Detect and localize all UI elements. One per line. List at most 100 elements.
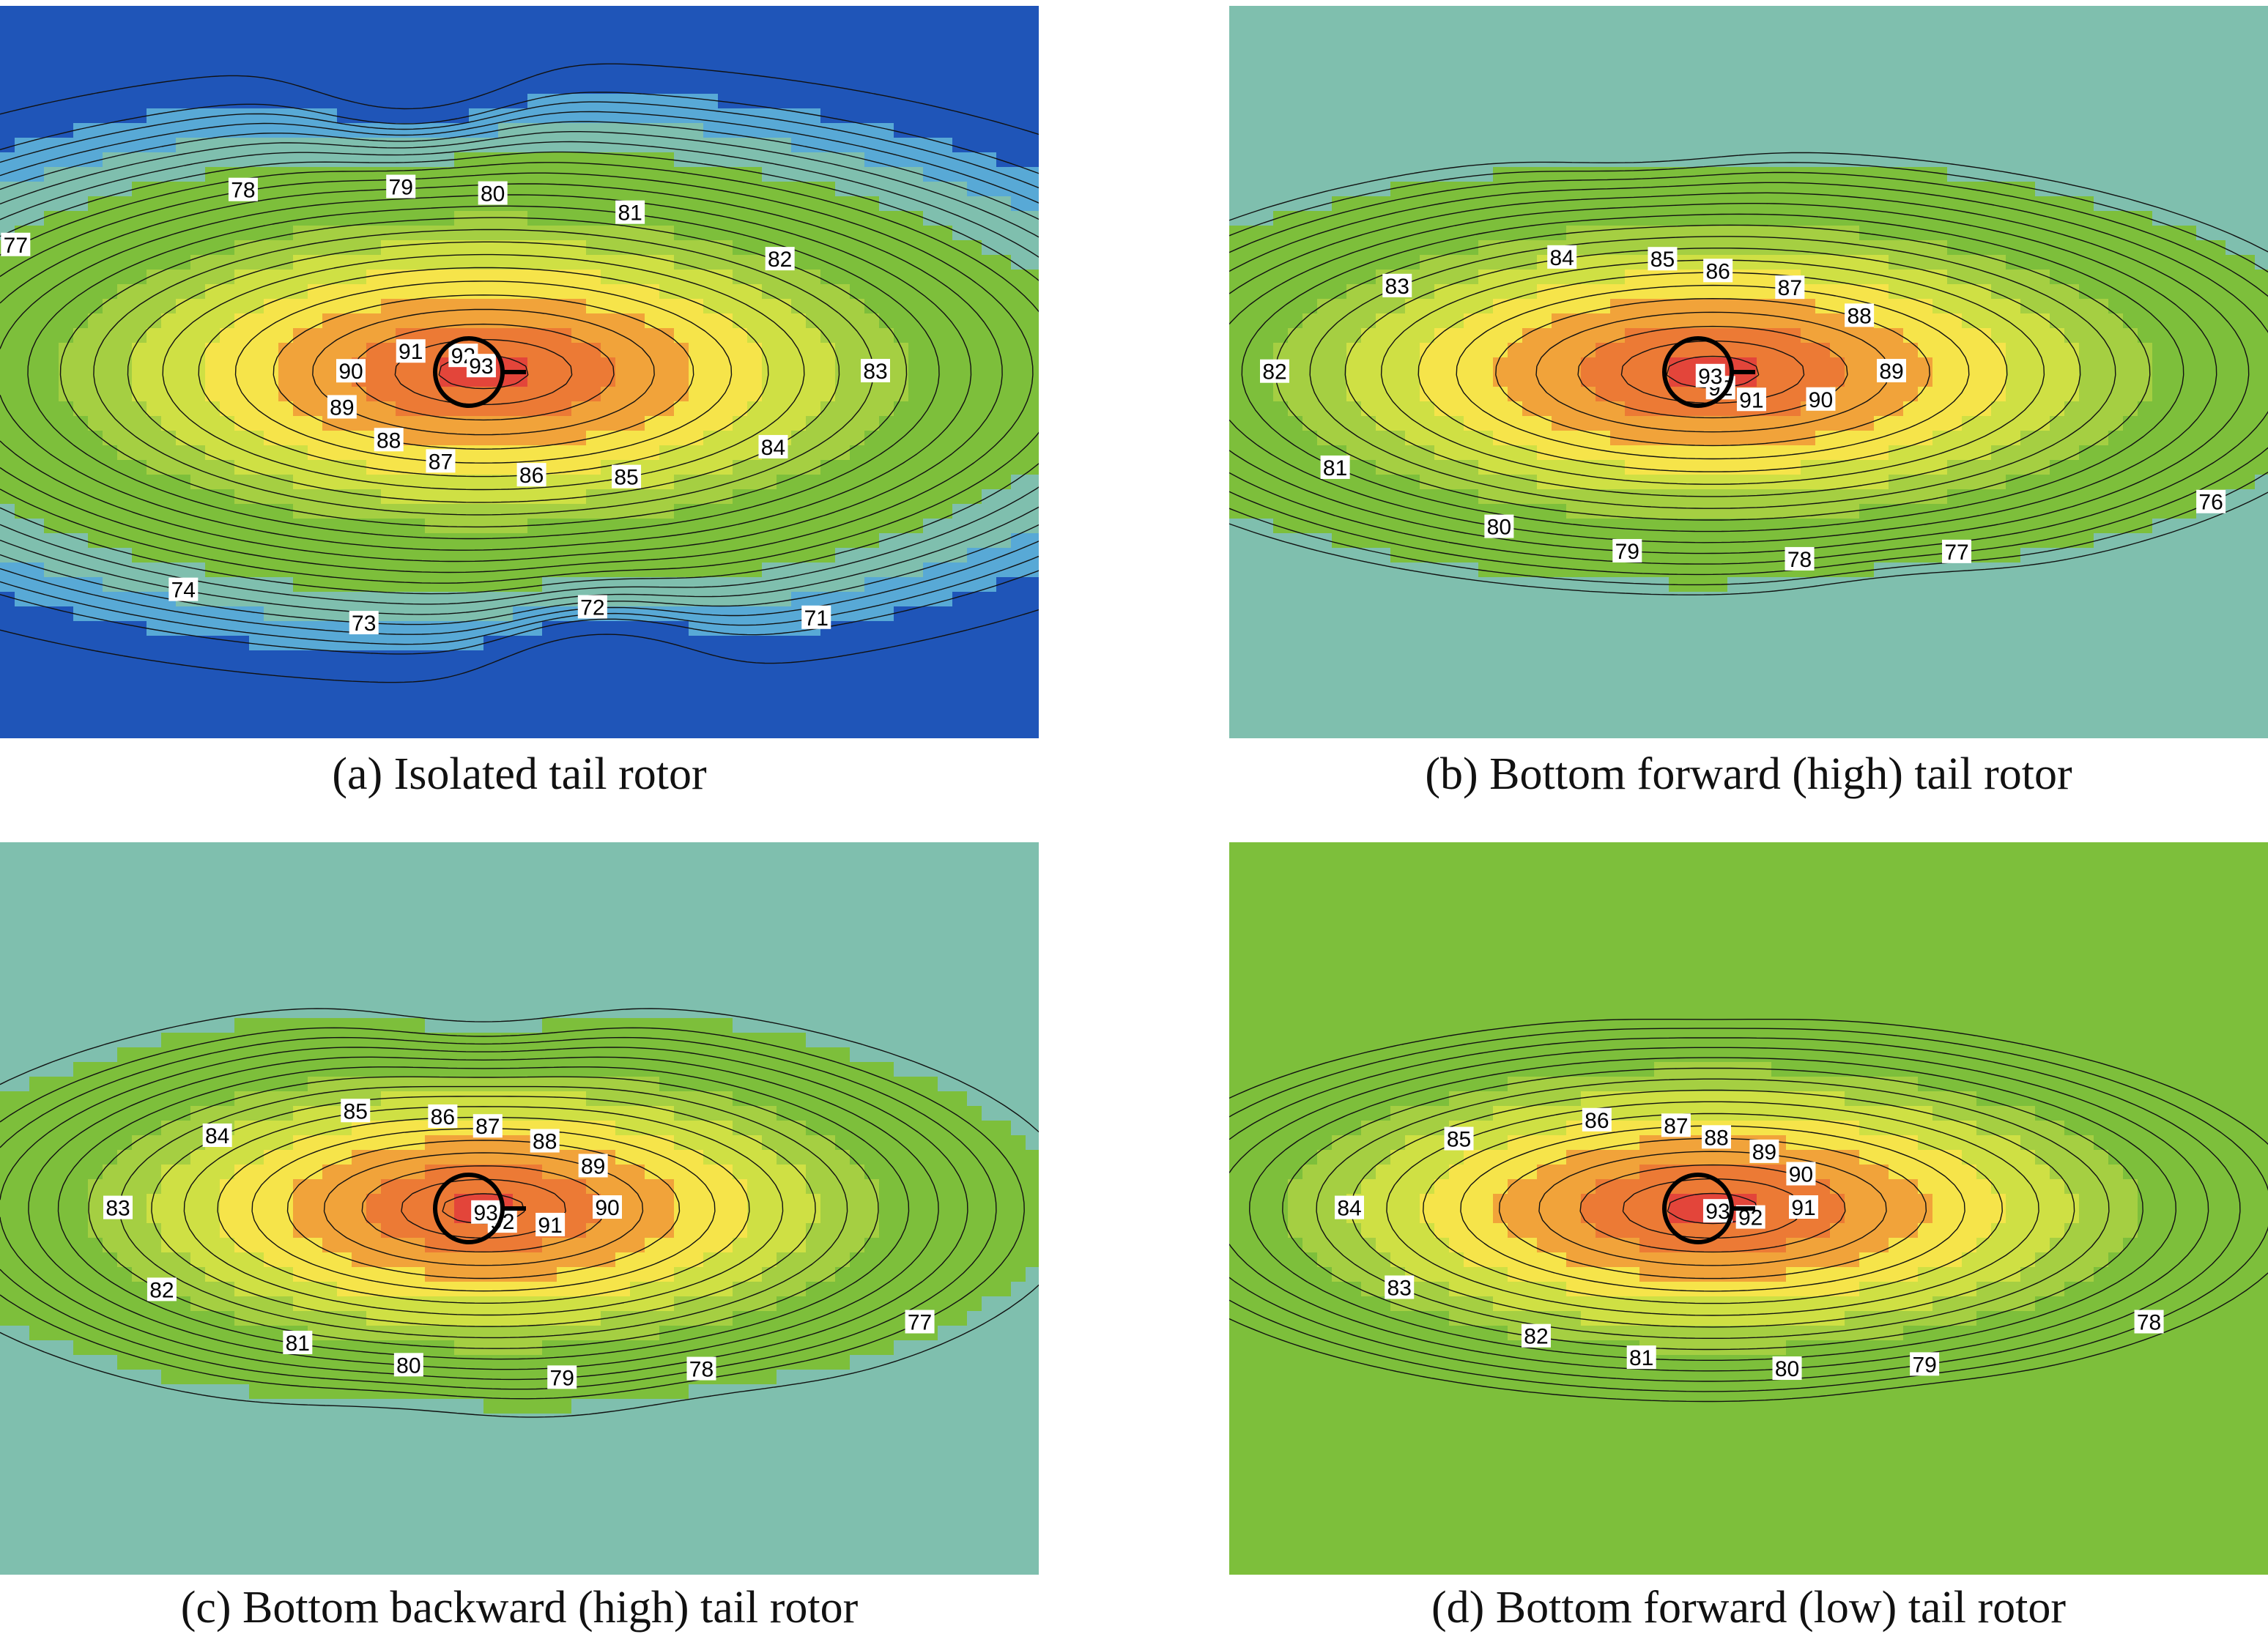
contour-cell [29, 650, 45, 666]
contour-cell [0, 138, 15, 153]
contour-cell [205, 196, 220, 212]
contour-cell [2167, 182, 2182, 197]
contour-cell [132, 519, 147, 534]
contour-cell [542, 108, 557, 124]
contour-line [0, 172, 1034, 573]
contour-cell [498, 548, 514, 563]
contour-cell [1815, 152, 1831, 168]
contour-cell [29, 680, 45, 695]
contour-cell [601, 431, 616, 446]
contour-cell [1288, 138, 1303, 153]
contour-cell [469, 123, 484, 138]
contour-cell [117, 416, 133, 431]
contour-cell [1244, 64, 1259, 80]
contour-cell [747, 401, 763, 417]
contour-cell [2094, 50, 2109, 65]
contour-cell [103, 50, 118, 65]
contour-cell [674, 270, 689, 285]
contour-cell [601, 152, 616, 168]
contour-cell [1991, 255, 2006, 270]
contour-cell [264, 548, 279, 563]
contour-cell [2108, 6, 2124, 21]
contour-cell [571, 519, 587, 534]
contour-cell [923, 709, 938, 724]
contour-cell [132, 680, 147, 695]
contour-cell [1026, 577, 1039, 593]
contour-cell [264, 460, 279, 475]
contour-cell [1757, 167, 1772, 182]
contour-cell [44, 328, 59, 343]
contour-cell [1654, 211, 1670, 226]
contour-cell [220, 401, 235, 417]
contour-cell [1361, 138, 1376, 153]
contour-cell [674, 577, 689, 593]
contour-cell [645, 152, 660, 168]
contour-cell [293, 372, 308, 387]
contour-cell [454, 21, 470, 36]
contour-cell [322, 152, 338, 168]
contour-cell [44, 182, 59, 197]
contour-cell [2138, 21, 2153, 36]
contour-cell [689, 445, 704, 461]
contour-cell [527, 196, 543, 212]
contour-cell [59, 343, 74, 358]
contour-cell [0, 694, 15, 710]
contour-cell [1273, 6, 1289, 21]
contour-cell [1991, 21, 2006, 36]
contour-cell [425, 152, 440, 168]
contour-cell [894, 606, 909, 622]
contour-cell [1976, 94, 1992, 109]
contour-cell [703, 489, 719, 505]
contour-cell [425, 504, 440, 519]
contour-cell [1757, 211, 1772, 226]
contour-cell [410, 431, 426, 446]
contour-cell [15, 270, 30, 285]
contour-cell [1464, 123, 1479, 138]
contour-cell [205, 445, 220, 461]
contour-cell [176, 211, 191, 226]
contour-cell [176, 709, 191, 724]
contour-cell [1654, 226, 1670, 241]
contour-cell [103, 489, 118, 505]
contour-cell [293, 724, 308, 738]
contour-cell [88, 152, 103, 168]
contour-cell [938, 357, 953, 373]
contour-cell [879, 182, 894, 197]
contour-cell [59, 328, 74, 343]
contour-cell [762, 50, 777, 65]
contour-cell [29, 401, 45, 417]
contour-cell [527, 226, 543, 241]
contour-cell [132, 79, 147, 94]
contour-cell [234, 6, 250, 21]
contour-cell [483, 255, 499, 270]
contour-cell [147, 533, 162, 549]
contour-cell [703, 123, 719, 138]
contour-cell [2079, 6, 2094, 21]
contour-cell [176, 548, 191, 563]
contour-cell [923, 621, 938, 636]
contour-cell [190, 79, 206, 94]
contour-cell [1859, 255, 1875, 270]
contour-cell [1698, 182, 1713, 197]
contour-cell [366, 226, 382, 241]
contour-cell [908, 182, 924, 197]
contour-cell [777, 680, 792, 695]
contour-cell [88, 50, 103, 65]
contour-cell [1903, 226, 1919, 241]
contour-cell [410, 211, 426, 226]
contour-cell [59, 226, 74, 241]
contour-cell [1625, 138, 1640, 153]
contour-cell [1259, 21, 1274, 36]
contour-cell [879, 21, 894, 36]
contour-cell [1361, 167, 1376, 182]
contour-cell [820, 431, 836, 446]
contour-cell [352, 343, 367, 358]
contour-cell [542, 64, 557, 80]
contour-cell [425, 64, 440, 80]
contour-cell [1932, 138, 1948, 153]
contour-cell [1903, 21, 1919, 36]
contour-cell [2094, 196, 2109, 212]
contour-cell [278, 226, 294, 241]
contour-cell [469, 387, 484, 402]
contour-cell [1596, 196, 1611, 212]
